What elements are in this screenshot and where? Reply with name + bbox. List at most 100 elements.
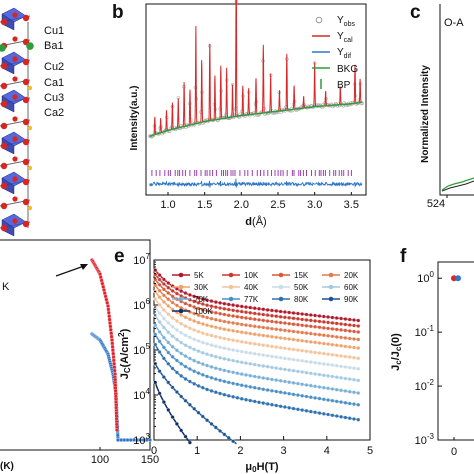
- tc-data-point: [113, 383, 118, 388]
- legend-obs-sub: obs: [344, 21, 356, 28]
- jc-series-10k-point: [213, 305, 218, 310]
- jc-series-10k-point: [300, 317, 305, 322]
- jc-series-40k-point: [261, 343, 266, 348]
- jc-series-80k-point: [265, 401, 270, 406]
- jc-series-30k-point: [339, 343, 344, 348]
- jc-series-50k-point: [209, 343, 214, 348]
- jc-series-60k-point: [187, 345, 192, 350]
- legend-cal-sub: cal: [344, 37, 353, 44]
- jc-series-80k-point: [261, 401, 266, 406]
- jc-series-70k-point: [166, 340, 171, 345]
- jc-series-40k-point: [300, 348, 305, 353]
- jcnorm-y-label-mid: /J: [390, 351, 402, 360]
- jc-series-10k-point: [200, 302, 205, 306]
- jc-series-60k-point: [261, 364, 266, 368]
- jc-series-80k-point: [187, 379, 192, 384]
- jc-y-tick-label: 106: [133, 297, 150, 312]
- jc-series-77k-point: [174, 358, 179, 363]
- barium-atom: [0, 44, 6, 52]
- jc-series-60k-point: [239, 360, 244, 365]
- jc-series-20k-point: [295, 330, 300, 334]
- tc-data-point: [102, 291, 107, 296]
- jc-series-60k-point: [330, 374, 335, 379]
- jcnorm-point: [455, 275, 461, 282]
- jc-series-60k-point: [174, 337, 179, 342]
- jc-legend-label: 5K: [194, 271, 204, 280]
- jc-series-50k-point: [200, 340, 205, 345]
- jc-legend-label: 15K: [294, 271, 309, 280]
- jc-series-5k-point: [157, 273, 162, 278]
- jc-series-20k-point: [304, 331, 309, 336]
- jc-series-15k-point: [347, 329, 352, 333]
- jc-series-77k-point: [352, 402, 356, 407]
- jc-legend-label: 70K: [194, 295, 209, 304]
- jc-series-77k-point: [252, 385, 257, 390]
- jc-series-10k-point: [205, 303, 210, 308]
- calcium-atom: [27, 205, 33, 211]
- jc-series-70k-point: [174, 348, 179, 353]
- jc-series-90k-point: [174, 390, 179, 394]
- jc-legend-label: 50K: [294, 283, 309, 292]
- jc-series-50k-point: [287, 357, 292, 361]
- jc-series-30k-point: [200, 321, 205, 326]
- jc-series-77k-point: [300, 393, 305, 398]
- atom-label-ca1: Ca1: [44, 77, 64, 89]
- tc-data-point: [112, 365, 117, 370]
- tc-data-point: [110, 348, 115, 353]
- jc-series-70k-point: [235, 371, 240, 376]
- jc-series-50k-point: [244, 350, 248, 355]
- jc-series-40k-point: [226, 337, 231, 342]
- jc-series-60k-point: [170, 334, 175, 339]
- jc-series-80k-point: [274, 403, 279, 408]
- jc-series-60k-point: [157, 320, 162, 324]
- jc-series-40k-point: [187, 326, 192, 331]
- jc-series-50k-point: [274, 355, 279, 360]
- tc-data-point: [98, 272, 102, 276]
- panel-label-c: c: [410, 2, 421, 23]
- oxygen-atom: [0, 142, 8, 150]
- jc-series-5k-point: [196, 295, 201, 300]
- jc-series-5k-point: [326, 315, 331, 319]
- xrd-legend: Yobs Ycal Ydif BKG BP: [312, 15, 358, 91]
- jc-series-40k-point: [282, 346, 287, 351]
- jc-series-90k-point: [213, 425, 218, 430]
- jc-series-100k-point: [157, 391, 162, 396]
- legend-cal: Ycal: [337, 31, 353, 44]
- jc-series-10k-point: [352, 323, 356, 328]
- panel-label-e: e: [114, 246, 125, 267]
- jc-series-90k-point: [166, 380, 171, 385]
- jc-series-50k-point: [179, 330, 184, 335]
- jc-series-70k-point: [231, 370, 236, 375]
- xas-x-tick-label: 524: [427, 198, 445, 210]
- jc-series-40k-point: [291, 347, 296, 352]
- jc-series-40k-point: [244, 340, 248, 345]
- jc-series-5k-point: [317, 314, 322, 318]
- jc-series-10k-point: [239, 309, 244, 314]
- jc-series-60k-point: [334, 375, 339, 380]
- jc-series-70k-point: [282, 379, 287, 384]
- jc-series-30k-point: [278, 335, 283, 340]
- tc-data-point: [105, 300, 110, 305]
- jc-series-40k-point: [334, 353, 339, 358]
- jc-series-70k-point: [239, 372, 244, 377]
- jc-series-70k-point: [269, 377, 274, 382]
- jc-series-15k-point: [274, 320, 279, 325]
- jc-series-70k-point: [308, 383, 313, 388]
- tc-data-point: [115, 433, 120, 438]
- jc-series-5k-point: [187, 292, 192, 297]
- oxygen-atom: [0, 18, 8, 26]
- tc-data-point: [102, 288, 106, 292]
- jc-series-15k-point: [231, 314, 236, 318]
- jc-series-20k-point: [157, 288, 162, 293]
- jc-series-70k-point: [313, 384, 318, 389]
- jc-series-30k-point: [356, 346, 361, 350]
- jc-series-80k-point: [235, 395, 240, 400]
- oxygen-atom: [12, 76, 18, 82]
- jc-series-10k-point: [166, 285, 171, 290]
- xas-y-axis-label: Normalized Intensity: [420, 65, 431, 163]
- jc-series-20k-point: [347, 336, 352, 341]
- jc-series-70k-point: [291, 380, 296, 385]
- jc-series-30k-point: [330, 342, 335, 347]
- jc-series-80k-point: [161, 356, 166, 361]
